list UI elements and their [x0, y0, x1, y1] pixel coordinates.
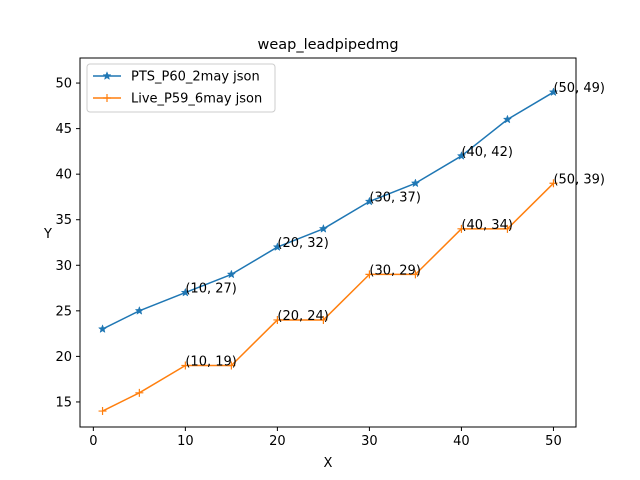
plus-marker-10 [549, 179, 558, 188]
plot-background [80, 58, 576, 427]
plus-marker-4 [273, 315, 282, 324]
star-marker-9 [502, 114, 513, 124]
point-annotation: (40, 34) [461, 218, 512, 233]
star-marker-10 [548, 87, 559, 97]
point-annotation: (20, 24) [277, 309, 329, 324]
plus-marker-6 [365, 270, 374, 279]
plus-marker-0 [98, 407, 107, 416]
star-marker-8 [456, 151, 467, 160]
star-marker-4 [272, 242, 283, 252]
x-tick-label: 50 [545, 434, 562, 449]
plus-marker-legend-2 [103, 94, 111, 102]
y-tick-label: 35 [55, 213, 72, 228]
series-2 [98, 179, 558, 416]
legend-label-2: Live_P59_6may json [131, 92, 262, 107]
annotation-layer: (10, 27) (20, 32) (30, 37) (40, 42) (50, 49)… [185, 81, 605, 369]
y-tick-label: 25 [55, 304, 72, 319]
y-tick-label: 50 [55, 77, 72, 92]
x-axis-label: X [324, 456, 333, 471]
star-marker-1 [134, 305, 145, 315]
x-tick-label: 0 [89, 434, 97, 449]
star-marker-6 [364, 196, 375, 206]
plus-marker-1 [135, 388, 144, 397]
star-marker-0 [97, 324, 108, 334]
point-annotation: (20, 32) [277, 236, 329, 251]
plus-marker-3 [227, 361, 236, 370]
plus-marker-5 [319, 315, 328, 324]
chart-title: weap_leadpipedmg [257, 37, 398, 53]
point-annotation: (30, 29) [369, 263, 421, 278]
series-1 [97, 87, 559, 334]
y-tick-label: 30 [55, 259, 72, 274]
plus-marker-2 [181, 361, 190, 370]
point-annotation: (50, 49) [553, 81, 605, 96]
x-tick-label: 30 [361, 434, 378, 449]
plus-marker-7 [411, 270, 420, 279]
star-marker-5 [318, 223, 329, 233]
series-layer [97, 87, 559, 416]
legend: PTS_P60_2may json Live_P59_6may json [86, 63, 276, 113]
star-marker-7 [410, 178, 421, 188]
y-tick-label: 15 [55, 395, 72, 410]
legend-box [86, 63, 276, 113]
y-tick-label: 45 [55, 122, 72, 137]
plus-marker-9 [503, 224, 512, 233]
point-annotation: (10, 27) [185, 282, 237, 297]
y-axis-ticks: 15 20 25 30 35 40 45 50 [55, 77, 80, 410]
star-marker-2 [180, 287, 191, 297]
point-annotation: (10, 19) [185, 355, 237, 370]
legend-label-1: PTS_P60_2may json [131, 70, 260, 85]
y-tick-label: 40 [55, 168, 72, 183]
point-annotation: (30, 37) [369, 191, 421, 206]
star-marker-legend-1 [102, 71, 112, 80]
y-tick-label: 20 [55, 350, 72, 365]
x-tick-label: 40 [453, 434, 470, 449]
x-tick-label: 20 [269, 434, 286, 449]
plot-frame [79, 57, 577, 428]
plus-marker-8 [457, 224, 466, 233]
point-annotation: (40, 42) [461, 145, 512, 160]
point-annotation: (50, 39) [553, 172, 605, 187]
x-tick-label: 10 [177, 434, 194, 449]
star-marker-3 [226, 269, 237, 279]
x-axis-ticks: 0 10 20 30 40 50 [89, 427, 562, 449]
y-axis-label: Y [43, 227, 52, 242]
